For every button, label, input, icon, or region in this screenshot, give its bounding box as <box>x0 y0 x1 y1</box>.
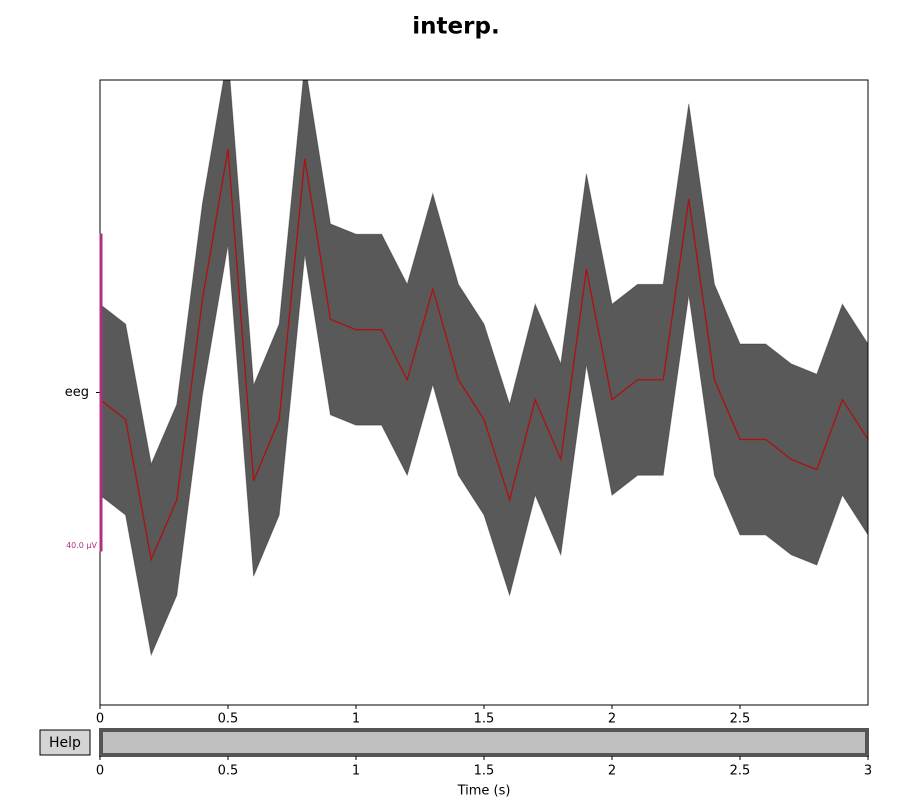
slider-tick-label: 1.5 <box>474 764 495 779</box>
x-tick-label: 2 <box>608 712 616 727</box>
y-tick-label: eeg <box>65 385 89 400</box>
help-label[interactable]: Help <box>49 735 81 751</box>
x-tick-label: 1.5 <box>474 712 495 727</box>
x-tick-label: 1 <box>352 712 360 727</box>
x-tick-label: 0 <box>96 712 104 727</box>
slider-tick-label: 2.5 <box>730 764 751 779</box>
chart-title: interp. <box>412 14 499 40</box>
x-tick-label: 2.5 <box>730 712 751 727</box>
slider-tick-label: 1 <box>352 764 360 779</box>
slider-tick-label: 2 <box>608 764 616 779</box>
slider-tick-label: 0.5 <box>218 764 239 779</box>
scale-bar-label: 40.0 µV <box>66 541 97 550</box>
trace-envelope <box>100 80 868 657</box>
x-tick-label: 0.5 <box>218 712 239 727</box>
slider-tick-label: 0 <box>96 764 104 779</box>
trace-line <box>100 149 868 562</box>
plot-area <box>100 80 868 657</box>
slider-window[interactable] <box>99 728 869 757</box>
help-button[interactable] <box>39 729 91 756</box>
slider-tick-label: 3 <box>864 764 872 779</box>
x-axis-label: Time (s) <box>457 784 511 799</box>
